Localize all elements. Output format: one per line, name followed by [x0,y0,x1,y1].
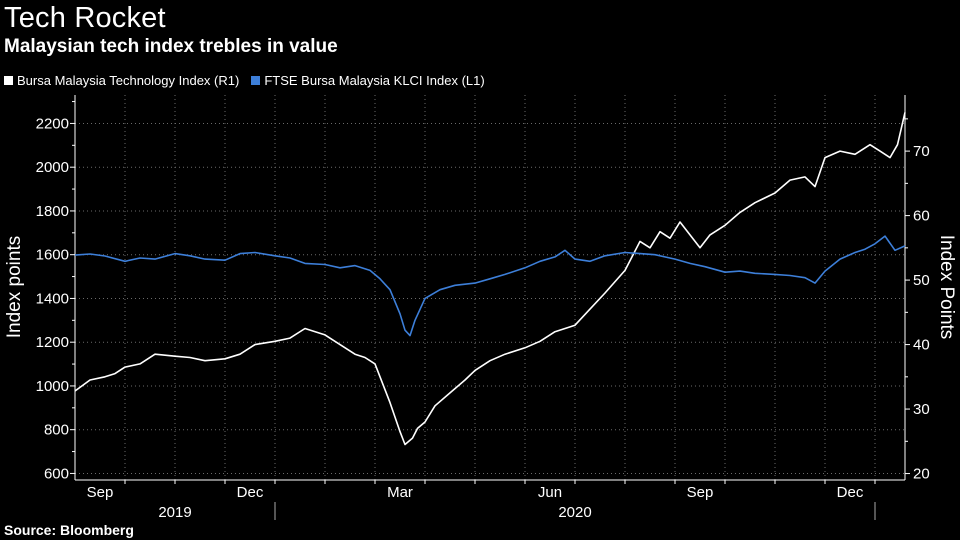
x-year-label: 2019 [158,504,191,521]
legend-swatch-tech [4,76,13,85]
y-right-tick-label: 70 [913,143,930,160]
x-tick-label: Sep [687,484,714,501]
x-year-label: 2020 [558,504,591,521]
legend-entry-klci: FTSE Bursa Malaysia KLCI Index (L1) [251,73,485,88]
y-left-tick-label: 1000 [36,378,69,395]
series-lines [74,112,906,446]
axes: 600 800 1000 1200 1400 1600 1800 2000 2200 20 30 40… [36,95,930,521]
y-right-tick-label: 60 [913,208,930,225]
y-left-tick-label: 600 [44,465,69,482]
gridlines [75,95,905,480]
x-tick-label: Mar [387,484,413,501]
legend-entry-tech: Bursa Malaysia Technology Index (R1) [4,73,239,88]
y-right-tick-label: 30 [913,401,930,418]
y-left-tick-label: 1800 [36,203,69,220]
chart-legend: Bursa Malaysia Technology Index (R1) FTS… [4,73,497,88]
y-axis-right-title: Index Points [936,235,957,340]
y-left-tick-label: 2000 [36,159,69,176]
series-line-klci-index [74,235,906,337]
x-tick-label: Jun [538,484,562,501]
y-right-tick-label: 20 [913,466,930,483]
legend-label-klci: FTSE Bursa Malaysia KLCI Index (L1) [264,73,485,88]
y-left-tick-label: 1200 [36,334,69,351]
y-left-tick-label: 1400 [36,290,69,307]
y-right-tick-label: 40 [913,337,930,354]
source-note: Source: Bloomberg [4,522,134,538]
chart-title: Tech Rocket [4,2,166,34]
series-line-tech-index [74,112,906,446]
legend-swatch-klci [251,76,261,85]
y-left-tick-label: 1600 [36,247,69,264]
y-left-tick-label: 800 [44,422,69,439]
x-tick-label: Dec [837,484,864,501]
chart-subtitle: Malaysian tech index trebles in value [4,36,338,57]
y-left-tick-label: 2200 [36,115,69,132]
y-right-tick-label: 50 [913,272,930,289]
y-axis-left-title: Index points [4,236,25,338]
x-tick-label: Dec [237,484,264,501]
x-tick-label: Sep [87,484,114,501]
legend-label-tech: Bursa Malaysia Technology Index (R1) [17,73,240,88]
